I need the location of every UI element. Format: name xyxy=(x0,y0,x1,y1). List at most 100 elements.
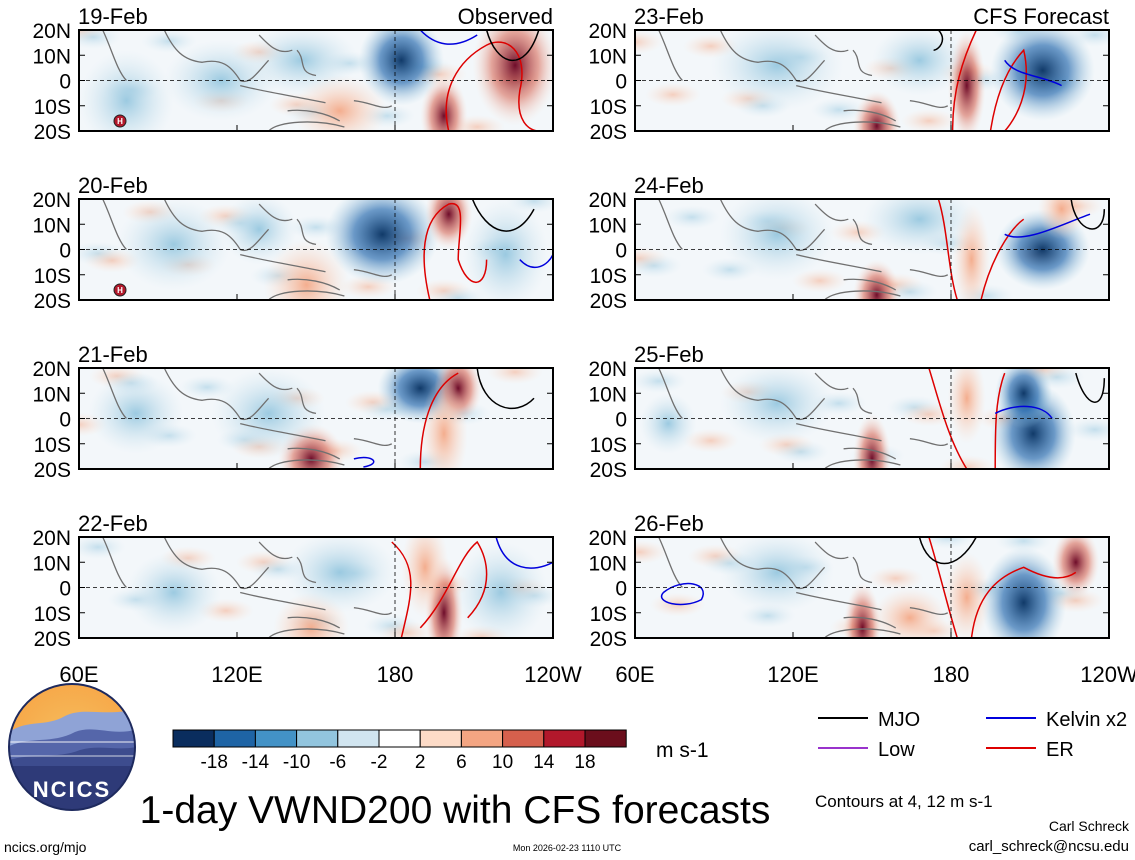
lat-label: 10S xyxy=(34,96,71,119)
shade-patch xyxy=(791,268,848,293)
shade-cell xyxy=(853,259,901,300)
colorbar-swatch xyxy=(543,729,586,748)
contour-line xyxy=(419,372,459,469)
colorbar-tick: 14 xyxy=(533,752,555,773)
lon-axis-left: 60E 120E 180 120W xyxy=(59,662,582,687)
lon-label: 120E xyxy=(767,662,818,687)
colorbar-tick: 2 xyxy=(415,752,426,773)
lon-label: 60E xyxy=(615,662,654,687)
shade-cell xyxy=(990,30,1095,121)
coastline xyxy=(658,30,949,131)
shade-cell xyxy=(221,199,298,265)
lat-label: 10S xyxy=(34,434,71,457)
contour-line xyxy=(1075,372,1106,403)
shade-cell xyxy=(853,413,891,469)
contour-line xyxy=(951,30,1028,131)
shade-cell xyxy=(872,587,948,638)
contour-line xyxy=(1070,199,1106,230)
lat-label: 10N xyxy=(588,383,627,406)
colorbar-swatch xyxy=(584,729,627,748)
coastline xyxy=(658,537,949,638)
colorbar-swatch xyxy=(502,729,545,748)
author: Carl Schreck xyxy=(1049,818,1130,834)
lat-label: 10N xyxy=(588,45,627,68)
contour-line xyxy=(485,30,540,62)
shade-cell xyxy=(282,537,397,613)
shade-patch xyxy=(79,537,126,560)
timestamp: Mon 2026-02-23 1110 UTC xyxy=(513,843,622,853)
shade-cell xyxy=(453,542,549,638)
legend-label: ER xyxy=(1046,739,1074,761)
colorbar-swatch xyxy=(296,729,339,748)
hurricane-symbol: H xyxy=(117,117,123,126)
website: ncics.org/mjo xyxy=(4,839,87,855)
colorbar-swatch xyxy=(378,729,421,748)
lat-label: 20N xyxy=(32,189,71,212)
lat-label: 10N xyxy=(32,45,71,68)
shade-cell xyxy=(862,199,977,255)
lat-label: 0 xyxy=(59,409,71,432)
shade-cell xyxy=(720,368,835,444)
shade-cell xyxy=(292,75,388,131)
shade-patch xyxy=(772,439,829,464)
shade-cell xyxy=(995,368,1053,429)
colorbar: -18 -14 -10 -6 -2 2 6 10 14 18 xyxy=(172,729,627,773)
lat-label: 10S xyxy=(34,265,71,288)
contour-line xyxy=(476,368,535,410)
contour-line xyxy=(1004,59,1062,87)
lat-label: 20N xyxy=(32,527,71,550)
coastline xyxy=(102,199,393,300)
contour-line xyxy=(937,199,1025,300)
lat-label: 20S xyxy=(590,121,627,144)
lat-label: 20S xyxy=(590,290,627,313)
shade-patch xyxy=(635,540,668,565)
lon-label: 120E xyxy=(211,662,262,687)
shade-cell xyxy=(472,30,553,126)
lat-label: 10S xyxy=(34,603,71,626)
lat-label: 0 xyxy=(615,409,627,432)
shade-patch xyxy=(900,108,957,131)
shade-cell xyxy=(126,552,222,633)
lat-label: 10N xyxy=(32,552,71,575)
colorbar-tick: 6 xyxy=(456,752,467,773)
shade-patch xyxy=(682,428,739,453)
colorbar-tick: -2 xyxy=(371,752,388,773)
contour-line xyxy=(933,30,944,51)
contour-line xyxy=(419,540,488,629)
panel-date: 21-Feb xyxy=(78,342,148,367)
shade-cell xyxy=(720,199,835,280)
shade-patch xyxy=(141,30,198,54)
lat-label: 20N xyxy=(32,20,71,43)
shade-cell xyxy=(325,199,440,285)
panel-date: 26-Feb xyxy=(634,511,704,536)
lat-label: 20S xyxy=(590,459,627,482)
lat-label: 10S xyxy=(590,434,627,457)
lat-label: 20N xyxy=(588,189,627,212)
lon-label: 120W xyxy=(1080,662,1135,687)
column-header: Observed xyxy=(458,4,553,29)
panel-date: 20-Feb xyxy=(78,173,148,198)
shade-cell xyxy=(943,552,991,638)
lat-label: 20N xyxy=(32,358,71,381)
shade-patch xyxy=(378,620,435,638)
shade-cell xyxy=(720,537,835,613)
logo-text: NCICS xyxy=(33,777,111,802)
hurricane-marker xyxy=(113,283,127,297)
shade-cell xyxy=(1052,537,1100,598)
shade-cell xyxy=(358,30,444,106)
shade-patch xyxy=(1066,417,1109,442)
contour-line xyxy=(1004,213,1091,238)
contour-line xyxy=(419,30,478,45)
colorbar-tick: -14 xyxy=(242,752,270,773)
ncics-logo: NCICS xyxy=(8,683,136,811)
shade-cell xyxy=(981,547,1067,638)
lat-label: 0 xyxy=(615,240,627,263)
shade-patch xyxy=(900,402,957,427)
shade-cell xyxy=(947,368,986,444)
lat-label: 20S xyxy=(34,121,71,144)
contour-line xyxy=(519,254,553,269)
